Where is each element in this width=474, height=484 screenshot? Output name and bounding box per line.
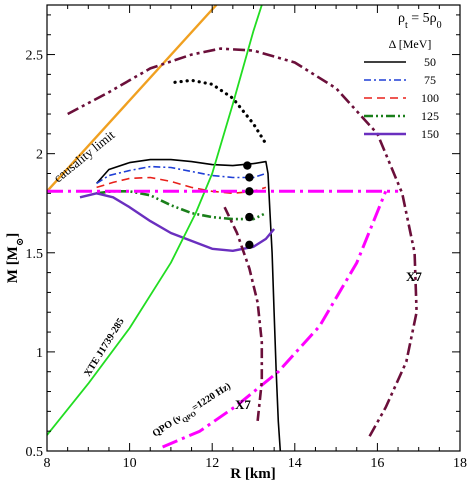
marker-layer <box>243 161 254 250</box>
marker-point-3 <box>245 212 254 222</box>
plot-frame <box>46 4 461 452</box>
y-axis-title-close: ] <box>5 233 21 238</box>
density-label: ρt = 5ρ0 <box>398 11 442 31</box>
marker-point-4 <box>245 240 254 250</box>
series-line-125-3 <box>96 190 267 221</box>
causality-limit-label: causality limit <box>50 127 117 185</box>
legend-label-75: 75 <box>424 73 436 87</box>
x-axis-title: R [km] <box>230 466 275 482</box>
series-line-50-0 <box>96 158 282 451</box>
series-line-x7-inner-11 <box>223 206 264 422</box>
y-axis-title: M [M⊙] <box>5 233 26 283</box>
x-tick-label: 10 <box>123 456 137 471</box>
xte-label: XTE J1739-285 <box>82 316 127 378</box>
marker-point-0 <box>243 161 252 170</box>
series-line-magenta-diag-9 <box>162 190 388 449</box>
series-line-dotted-5 <box>173 78 268 146</box>
tick-layer: 8 10 12 14 16 18 0.5 1 1.5 2 2.5 <box>26 5 467 471</box>
y-tick-label: 0.5 <box>26 445 44 460</box>
y-axis-title-main: M [M <box>5 246 21 283</box>
series-line-75-1 <box>96 165 267 185</box>
y-tick-label: 2.5 <box>26 49 44 64</box>
x7-label-right: X7 <box>406 269 422 284</box>
y-tick-label: 2 <box>36 148 43 163</box>
marker-point-2 <box>245 187 254 196</box>
legend-label-50: 50 <box>424 55 436 69</box>
series-line-xte-7 <box>47 5 263 436</box>
x-tick-label: 14 <box>288 456 302 471</box>
legend-entries: 50 75 100 125 150 <box>364 55 439 141</box>
series-line-x7-outer-10 <box>67 47 418 438</box>
x-tick-label: 8 <box>44 456 51 471</box>
legend-label-100: 100 <box>421 91 439 105</box>
x7-label-bottom: X7 <box>235 397 251 412</box>
y-tick-label: 1.5 <box>26 247 44 262</box>
series-layer <box>47 5 418 451</box>
x-tick-label: 16 <box>370 456 384 471</box>
legend-label-125: 125 <box>421 109 439 123</box>
y-axis-title-sub: ⊙ <box>15 238 26 246</box>
legend: Δ [MeV] 50 75 100 125 150 <box>364 37 439 141</box>
y-tick-label: 1 <box>36 346 43 361</box>
x-tick-label: 12 <box>205 456 219 471</box>
svg-text:M [M⊙]: M [M⊙] <box>5 233 26 283</box>
x-tick-label: 18 <box>453 456 467 471</box>
legend-title: Δ [MeV] <box>389 37 432 51</box>
legend-label-150: 150 <box>421 127 439 141</box>
series-line-causality-6 <box>47 5 218 193</box>
series-line-150-4 <box>79 192 276 252</box>
marker-point-1 <box>245 173 254 182</box>
